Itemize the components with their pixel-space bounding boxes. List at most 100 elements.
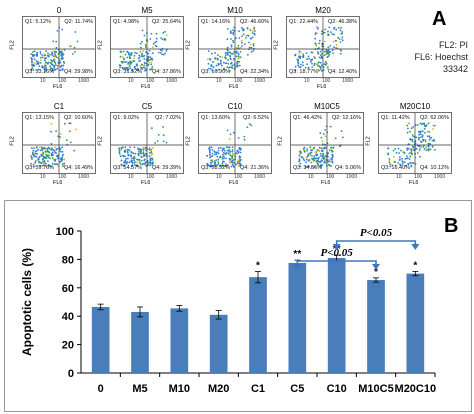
event-dot [31, 147, 33, 150]
event-dot [321, 140, 324, 142]
event-dot [43, 161, 45, 164]
event-dot [324, 61, 327, 63]
event-dot [327, 30, 329, 33]
event-dot [333, 33, 335, 36]
event-dot [30, 53, 33, 55]
bar-m10 [170, 308, 189, 373]
event-dot [135, 164, 138, 167]
event-dot [304, 66, 307, 69]
event-dot [214, 57, 216, 60]
event-dot [224, 62, 227, 65]
x-tick-label: 10 [308, 174, 314, 180]
event-dot [425, 125, 428, 127]
event-dot [211, 69, 214, 72]
event-dot [429, 148, 432, 151]
event-dot [141, 53, 143, 56]
event-dot [299, 165, 301, 168]
event-dot [136, 63, 138, 66]
y-axis-label: FL2 [185, 136, 192, 146]
event-dot [161, 38, 164, 41]
quadrant-q4-label: Q4: 22.34% [239, 69, 269, 75]
bar-c1 [249, 277, 267, 373]
event-dot [128, 149, 131, 151]
event-dot [33, 155, 36, 157]
event-dot [326, 52, 328, 55]
event-dot [238, 146, 241, 149]
event-dot [232, 164, 235, 167]
event-dot [424, 139, 427, 141]
event-dot [433, 140, 436, 142]
event-dot [327, 46, 330, 49]
event-dot [298, 158, 301, 161]
event-dot [50, 152, 53, 155]
event-dot [209, 161, 212, 164]
event-dot [328, 26, 331, 29]
event-dot [421, 134, 424, 137]
event-dot [122, 155, 125, 158]
event-dot [308, 57, 310, 60]
quadrant-q3-label: Q3: 53.16% [25, 69, 55, 75]
event-dot [223, 149, 226, 152]
event-dot [324, 28, 327, 31]
event-dot [149, 149, 152, 152]
event-dot [207, 50, 210, 52]
event-dot [399, 156, 401, 159]
legend-fl2: FL2: PI [438, 40, 468, 50]
x-tick-label: 100 [58, 78, 67, 84]
event-dot [126, 56, 129, 59]
event-dot [215, 159, 218, 161]
event-dot [232, 33, 235, 36]
event-dot [149, 56, 152, 59]
event-dot [69, 141, 72, 144]
event-dot [303, 159, 306, 162]
event-dot [60, 64, 63, 67]
event-dot [420, 133, 422, 136]
event-dot [227, 63, 230, 65]
legend-hoechst-number: 33342 [442, 64, 468, 74]
event-dot [45, 162, 47, 165]
event-dot [229, 30, 232, 33]
flow-plot-m20: M20 Q1: 22.44% Q2: 46.38% Q3: 18.77% Q4: 12.… [286, 6, 360, 78]
bar-m10c5 [367, 279, 385, 373]
event-dot [318, 47, 320, 49]
event-dot [129, 60, 132, 63]
event-dot [48, 156, 50, 159]
event-dot [231, 163, 234, 166]
event-dot [238, 37, 241, 39]
event-dot [331, 160, 334, 163]
event-dot [207, 67, 210, 70]
event-dot [228, 157, 231, 160]
event-dot [136, 158, 138, 161]
event-dot [427, 122, 430, 125]
event-dot [392, 149, 395, 152]
event-dot [122, 56, 124, 59]
event-dot [230, 62, 232, 65]
event-dot [413, 149, 415, 152]
significance-mark: * [413, 260, 417, 271]
event-dot [389, 163, 392, 165]
event-dot [320, 55, 323, 58]
event-dot [157, 51, 160, 54]
event-dot [339, 52, 342, 55]
event-dot [324, 155, 327, 158]
quadrant-q2-label: Q2: 6.52% [243, 115, 269, 121]
event-dot [61, 28, 64, 31]
event-dot [152, 42, 155, 45]
event-dot [164, 30, 166, 33]
event-dot [321, 42, 323, 45]
event-dot [138, 56, 141, 59]
event-dot [294, 65, 297, 68]
y-tick-label: 20 [62, 340, 74, 352]
quadrant-q2-label: Q2: 11.74% [64, 19, 93, 25]
event-dot [298, 56, 301, 58]
quadrant-q1-label: Q1: 14.16% [201, 19, 231, 25]
event-dot [431, 145, 434, 148]
event-dot [45, 153, 48, 156]
event-dot [223, 157, 225, 160]
event-dot [237, 52, 240, 54]
event-dot [143, 159, 146, 162]
x-axis-label: FL6 [229, 180, 239, 186]
event-dot [156, 140, 159, 142]
event-dot [211, 149, 214, 151]
event-dot [401, 162, 404, 165]
